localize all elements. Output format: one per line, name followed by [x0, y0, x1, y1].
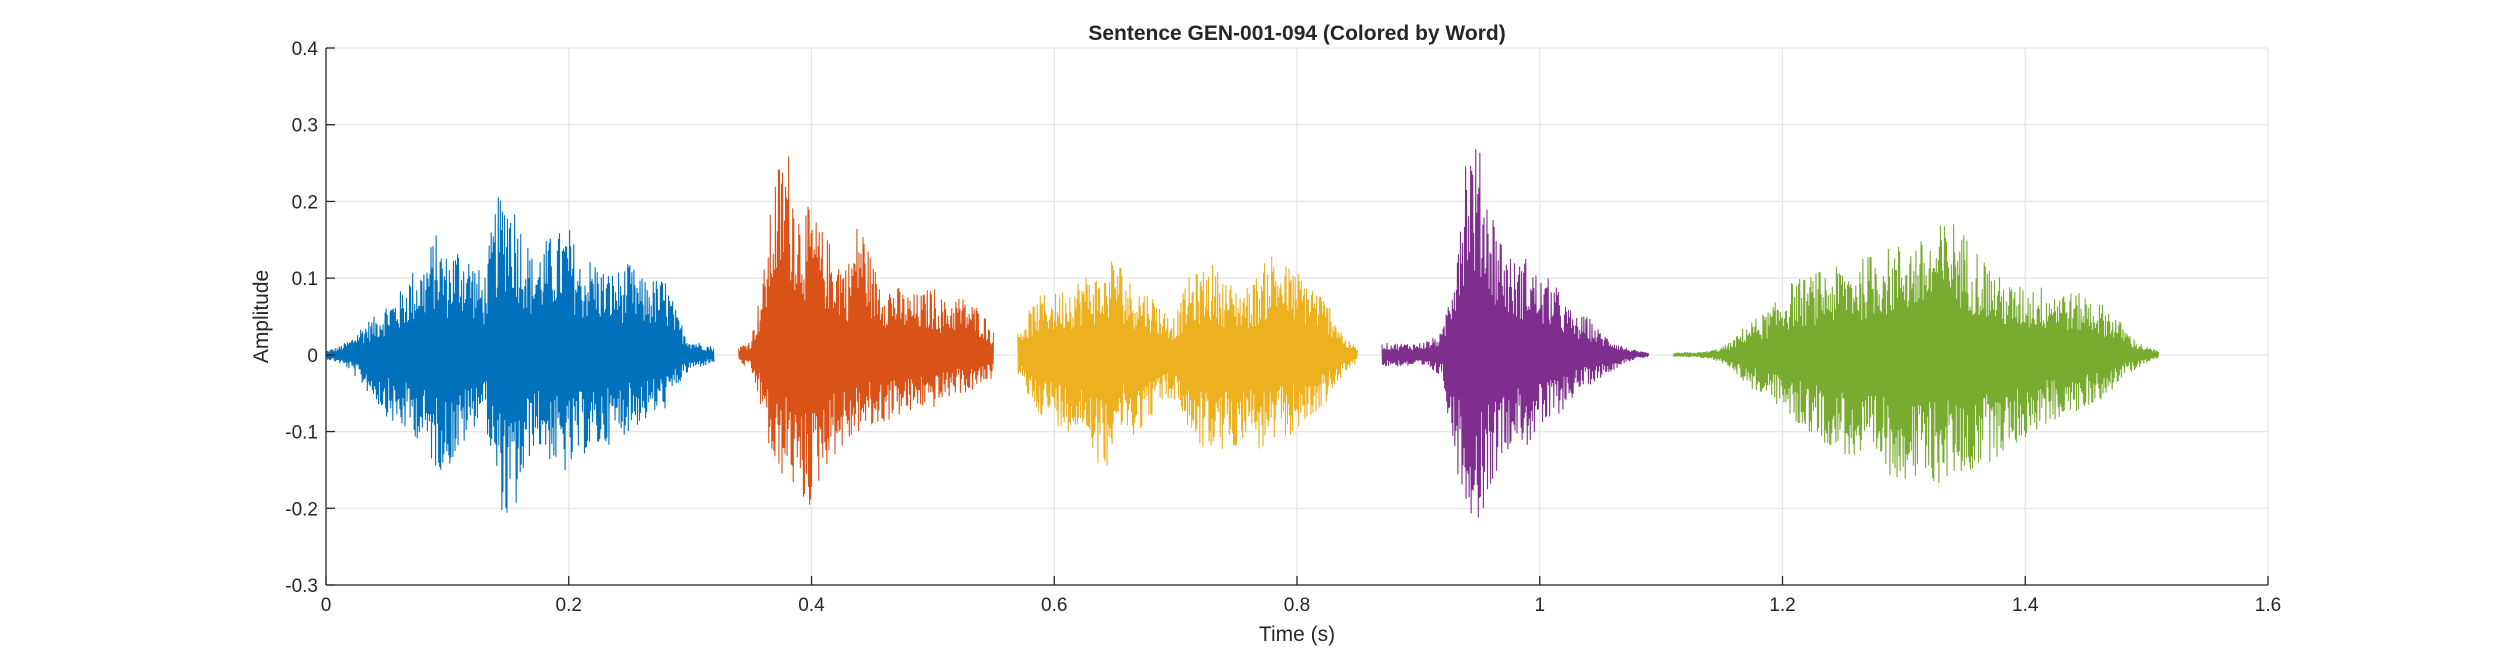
y-tick-label: -0.3: [285, 576, 318, 597]
word-waveform-2: [738, 156, 995, 505]
x-tick-label: 1.2: [1769, 595, 1795, 616]
y-tick-label: 0.3: [292, 116, 318, 137]
x-tick-label: 0.6: [1041, 595, 1067, 616]
y-axis-label: Amplitude: [250, 270, 273, 363]
x-tick-label: 0.2: [556, 595, 582, 616]
x-tick-label: 1.6: [2255, 595, 2281, 616]
word-waveform-1: [325, 197, 715, 513]
y-tick-label: -0.2: [285, 499, 318, 520]
series-group: [325, 149, 2160, 518]
chart-title: Sentence GEN-001-094 (Colored by Word): [1088, 22, 1505, 45]
x-tick-label: 0: [321, 595, 332, 616]
word-waveform-4: [1381, 149, 1650, 518]
axes: [325, 47, 2269, 586]
tick-labels: 0 0.2 0.4 0.6 0.8 1 1.2 1.4 1.6 -0.3 -0.2 -0.1 0 0.1 0…: [285, 39, 2281, 616]
x-axis-label: Time (s): [1259, 623, 1335, 646]
word-waveform-3: [1017, 256, 1358, 467]
x-tick-label: 0.8: [1284, 595, 1310, 616]
word-waveform-5: [1672, 224, 2160, 484]
x-tick-label: 1.4: [2012, 595, 2039, 616]
x-tick-label: 1: [1534, 595, 1545, 616]
y-tick-label: 0.1: [292, 269, 318, 290]
x-tick-label: 0.4: [798, 595, 825, 616]
y-tick-label: 0: [307, 346, 318, 367]
y-tick-label: 0.2: [292, 192, 318, 213]
y-tick-label: -0.1: [285, 423, 318, 444]
y-tick-label: 0.4: [292, 39, 319, 60]
